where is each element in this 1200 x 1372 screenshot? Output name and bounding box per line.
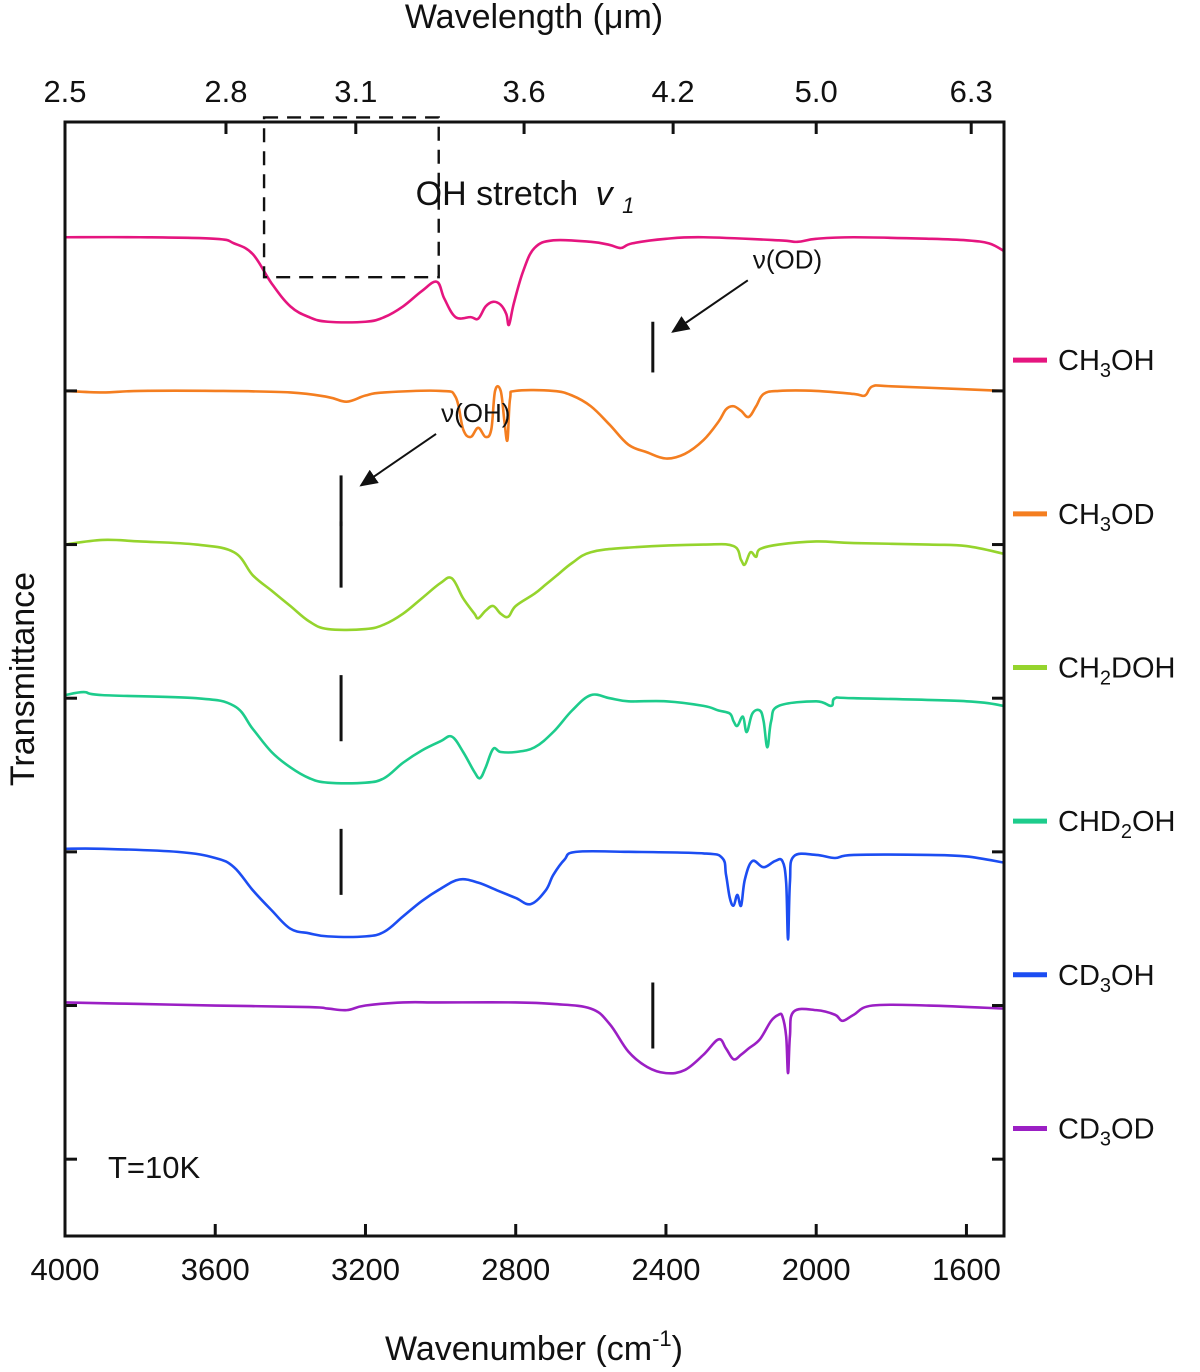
legend-label-tail: DOH xyxy=(1111,652,1175,684)
legend-label-main: CD xyxy=(1058,1113,1100,1145)
trace-chd2oh xyxy=(63,690,1006,785)
legend-entry-ch3od: CH3OD xyxy=(1013,499,1155,536)
legend-label-tail: OH xyxy=(1132,806,1176,838)
plot-title: OH stretch v 1 xyxy=(416,175,635,218)
legend-label-sub: 2 xyxy=(1121,821,1132,843)
legend-label-tail: OH xyxy=(1111,345,1155,377)
legend-entry-ch3oh: CH3OH xyxy=(1013,345,1155,382)
trace-cd3oh xyxy=(63,847,1006,941)
highlight-box xyxy=(262,116,440,279)
plot-title-text: OH stretch xyxy=(416,175,578,213)
legend-label-sub: 2 xyxy=(1100,667,1111,689)
annotation-label: ν(OD) xyxy=(753,244,822,274)
markers-layer xyxy=(339,521,655,1049)
x2-tick-label: 5.0 xyxy=(795,74,838,109)
legend-label: CH3OH xyxy=(1058,345,1155,382)
plot-title-symbol: v xyxy=(596,175,615,213)
trace-ch2doh xyxy=(63,538,1006,632)
x-axis-title-close: ) xyxy=(672,1330,683,1368)
legend-label: CH2DOH xyxy=(1058,652,1175,689)
legend-label-sub: 3 xyxy=(1100,514,1111,536)
x2-tick-label: 3.1 xyxy=(334,74,377,109)
x-axis-title: Wavenumber (cm-1) xyxy=(385,1326,683,1368)
legend-label: CD3OD xyxy=(1058,1113,1155,1150)
legend-entry-chd2oh: CHD2OH xyxy=(1013,806,1175,843)
annotation-arrow xyxy=(359,433,437,487)
legend-label-main: CHD xyxy=(1058,806,1121,838)
annotation-layer: ν(OD) ν(OH) xyxy=(262,116,822,527)
x-tick-label: 2800 xyxy=(481,1252,550,1287)
legend-label: CHD2OH xyxy=(1058,806,1175,843)
x-tick-label: 2400 xyxy=(631,1252,700,1287)
legend-label-tail: OD xyxy=(1111,1113,1155,1145)
annotation-arrow xyxy=(671,279,749,333)
x-tick-label: 3600 xyxy=(181,1252,250,1287)
legend-label-main: CD xyxy=(1058,960,1100,992)
ticks-layer: 4000 3600 3200 2800 2400 2000 1600 2.5 2.8 3.1 3.6… xyxy=(31,74,1004,1287)
x2-tick-label: 3.6 xyxy=(503,74,546,109)
legend-label-sub: 3 xyxy=(1100,360,1111,382)
legend-label-main: CH xyxy=(1058,652,1100,684)
x2-axis-title: Wavelength (μm) xyxy=(405,0,663,36)
legend-entry-cd3oh: CD3OH xyxy=(1013,960,1155,997)
legend-label-main: CH xyxy=(1058,345,1100,377)
x-axis-title-sup: -1 xyxy=(652,1326,672,1351)
x2-tick-label: 2.8 xyxy=(204,74,247,109)
x2-tick-label: 4.2 xyxy=(652,74,695,109)
legend-label-sub: 3 xyxy=(1100,975,1111,997)
x2-tick-label: 2.5 xyxy=(43,74,86,109)
x-tick-label: 2000 xyxy=(782,1252,851,1287)
plot-frame xyxy=(63,120,1006,1238)
x-tick-label: 3200 xyxy=(331,1252,400,1287)
legend-entry-cd3od: CD3OD xyxy=(1013,1113,1155,1150)
legend-label: CD3OH xyxy=(1058,960,1155,997)
legend-label-main: CH xyxy=(1058,499,1100,531)
trace-ch3od xyxy=(63,384,1006,460)
y-axis-title: Transmittance xyxy=(4,572,42,786)
trace-ch3oh xyxy=(63,235,1006,327)
x-tick-label: 4000 xyxy=(31,1252,100,1287)
temperature-label: T=10K xyxy=(108,1150,201,1185)
annotation-label: ν(OH) xyxy=(441,398,510,428)
trace-cd3od xyxy=(63,1000,1006,1075)
legend-label-tail: OD xyxy=(1111,499,1155,531)
x2-tick-label: 6.3 xyxy=(950,74,993,109)
traces-layer xyxy=(63,235,1006,1075)
legend-label-sub: 3 xyxy=(1100,1128,1111,1150)
legend-label-tail: OH xyxy=(1111,960,1155,992)
legend-label: CH3OD xyxy=(1058,499,1155,536)
x-tick-label: 1600 xyxy=(932,1252,1001,1287)
x-axis-title-text: Wavenumber (cm xyxy=(385,1330,652,1368)
legend-entry-ch2doh: CH2DOH xyxy=(1013,652,1175,689)
plot-title-subscript: 1 xyxy=(622,193,634,218)
